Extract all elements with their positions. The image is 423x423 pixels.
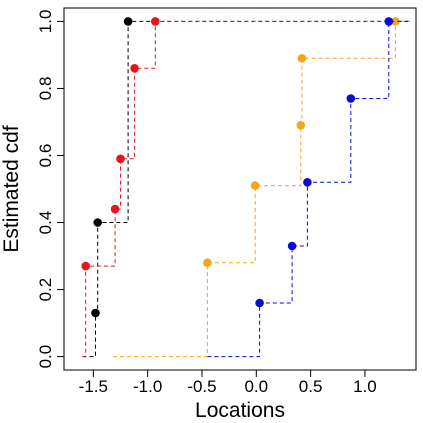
series-1-point-0 [81, 261, 90, 271]
series-3-point-0 [255, 298, 264, 308]
series-3-step-line [207, 20, 410, 358]
plot-frame [63, 7, 417, 371]
series-3-point-1 [287, 241, 297, 251]
series-1 [81, 17, 410, 358]
y-tick-label-5: 1.0 [36, 10, 55, 34]
series-0-step-line [82, 20, 410, 358]
series-3-point-3 [346, 94, 356, 103]
x-tick-label-1: -1.0 [133, 377, 162, 396]
y-tick-label-0: 0.0 [36, 345, 55, 369]
series-0-point-2 [123, 17, 133, 26]
series-2-point-0 [203, 258, 212, 268]
x-tick-label-3: 0.0 [244, 377, 268, 396]
y-axis-label: Estimated cdf [0, 125, 23, 252]
series-layer [81, 17, 410, 358]
x-tick-label-4: 0.5 [299, 377, 323, 396]
y-tick-label-2: 0.4 [36, 211, 55, 235]
series-2-point-1 [250, 181, 260, 190]
x-tick-label-2: -0.5 [187, 377, 216, 396]
y-axis: 0.0 0.2 0.4 0.6 0.8 1.0 [36, 10, 64, 369]
x-axis-label: Locations [195, 399, 285, 422]
y-tick-label-4: 0.8 [36, 77, 55, 101]
y-tick-label-3: 0.6 [36, 144, 55, 168]
series-0-point-0 [91, 308, 100, 318]
series-2-point-2 [296, 121, 306, 130]
series-3-point-2 [303, 178, 312, 187]
x-tick-label-5: 1.0 [353, 377, 377, 396]
y-tick-label-1: 0.2 [36, 278, 55, 302]
series-1-point-3 [130, 64, 139, 73]
series-3 [207, 17, 410, 358]
series-3-point-4 [384, 17, 394, 26]
x-tick-label-0: -1.5 [79, 377, 108, 396]
series-1-point-4 [151, 17, 160, 26]
series-0 [82, 17, 410, 358]
series-0-point-1 [93, 218, 102, 227]
x-axis: -1.5 -1.0 -0.5 0.0 0.5 1.0 [79, 370, 377, 396]
series-1-point-2 [116, 154, 125, 164]
series-2-point-4 [391, 17, 400, 26]
series-1-point-1 [110, 204, 120, 214]
series-2-point-3 [297, 54, 307, 63]
series-1-step-line [82, 20, 410, 358]
series-2 [112, 17, 410, 358]
